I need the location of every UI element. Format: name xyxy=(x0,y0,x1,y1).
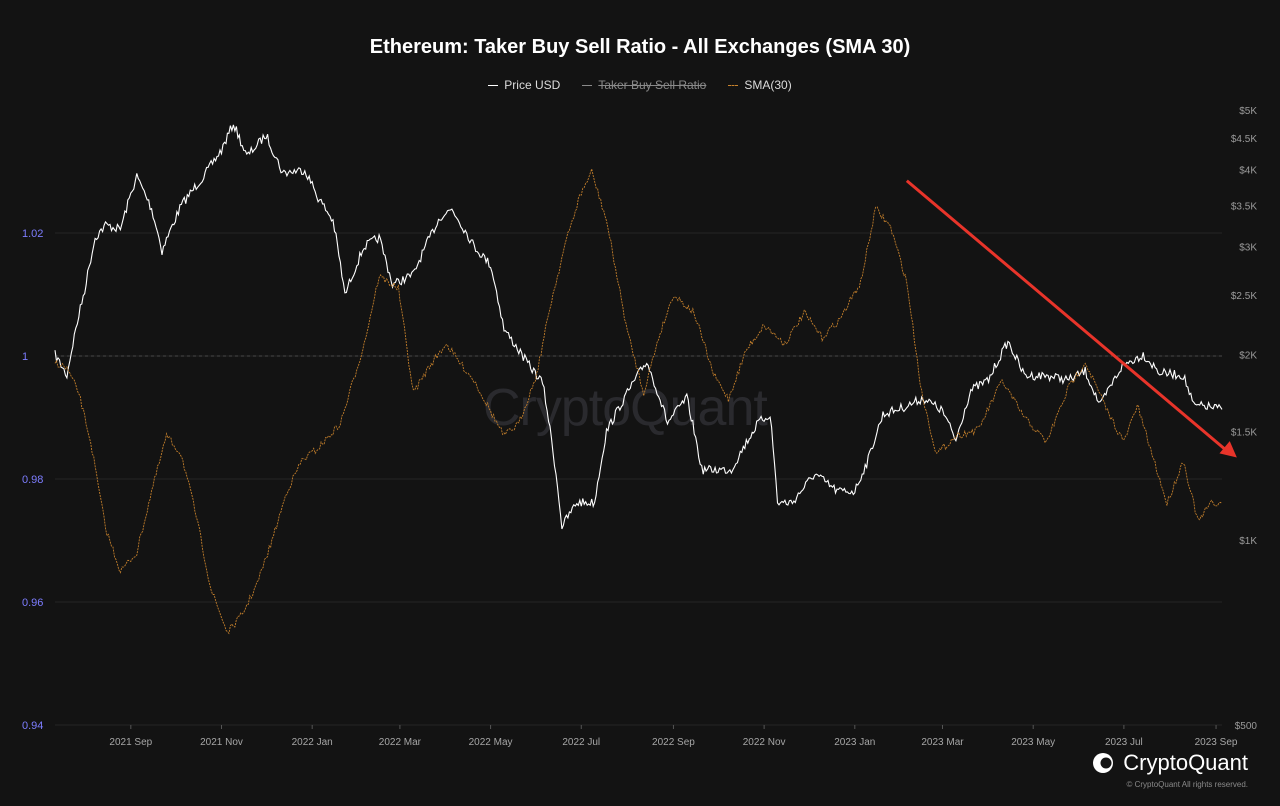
brand-logo: CryptoQuant xyxy=(1091,750,1248,776)
copyright: © CryptoQuant All rights reserved. xyxy=(1126,780,1249,789)
y-right-tick-label: $500 xyxy=(1235,721,1258,732)
cryptoquant-logo-icon xyxy=(1093,753,1114,773)
sma30-line xyxy=(54,167,1223,635)
y-right-tick-label: $5K xyxy=(1239,106,1257,117)
y-right-tick-label: $1.5K xyxy=(1231,428,1257,439)
legend-swatch-price xyxy=(488,84,499,86)
y-right-tick-label: $2.5K xyxy=(1231,291,1257,302)
y-right-tick-label: $1K xyxy=(1239,536,1257,547)
x-tick-label: 2023 Sep xyxy=(1195,737,1238,748)
watermark: CryptoQuant xyxy=(483,379,768,437)
x-tick-label: 2022 Jul xyxy=(562,737,600,748)
legend-item-price[interactable]: Price USD xyxy=(488,78,560,92)
brand-name: CryptoQuant xyxy=(1123,750,1248,775)
y-left-tick-label: 1.02 xyxy=(22,228,43,240)
legend-label-taker-ratio: Taker Buy Sell Ratio xyxy=(598,78,707,92)
legend-swatch-sma xyxy=(728,84,739,86)
y-right-tick-label: $3.5K xyxy=(1231,201,1257,212)
x-tick-label: 2022 Mar xyxy=(379,737,422,748)
y-right-tick-label: $4K xyxy=(1239,166,1257,177)
y-left-tick-label: 0.98 xyxy=(22,474,43,486)
x-tick-label: 2022 Nov xyxy=(743,737,786,748)
x-tick-label: 2022 Sep xyxy=(652,737,695,748)
legend-label-price: Price USD xyxy=(504,78,561,92)
trend-arrow-head xyxy=(1219,441,1237,458)
x-tick-label: 2022 May xyxy=(469,737,513,748)
x-tick-label: 2023 Jul xyxy=(1105,737,1143,748)
y-right-tick-label: $4.5K xyxy=(1231,134,1257,145)
legend-item-sma[interactable]: SMA(30) xyxy=(728,78,792,92)
y-left-tick-label: 0.94 xyxy=(22,720,43,732)
x-tick-label: 2022 Jan xyxy=(292,737,333,748)
y-left-tick-label: 1 xyxy=(22,351,28,363)
legend: Price USD Taker Buy Sell Ratio SMA(30) xyxy=(0,78,1280,92)
trend-arrow-line xyxy=(905,179,1230,454)
x-tick-label: 2023 May xyxy=(1011,737,1055,748)
y-left-tick-label: 0.96 xyxy=(22,597,43,609)
price-usd-line xyxy=(54,124,1223,530)
y-right-tick-label: $2K xyxy=(1239,351,1257,362)
legend-label-sma: SMA(30) xyxy=(744,78,792,92)
chart-title: Ethereum: Taker Buy Sell Ratio - All Exc… xyxy=(369,36,911,58)
legend-item-taker-ratio[interactable]: Taker Buy Sell Ratio xyxy=(582,78,706,92)
x-tick-label: 2023 Mar xyxy=(921,737,964,748)
x-tick-label: 2023 Jan xyxy=(834,737,875,748)
legend-swatch-taker-ratio xyxy=(582,84,593,86)
x-tick-label: 2021 Nov xyxy=(200,737,243,748)
y-right-tick-label: $3K xyxy=(1239,242,1257,253)
x-tick-label: 2021 Sep xyxy=(109,737,152,748)
